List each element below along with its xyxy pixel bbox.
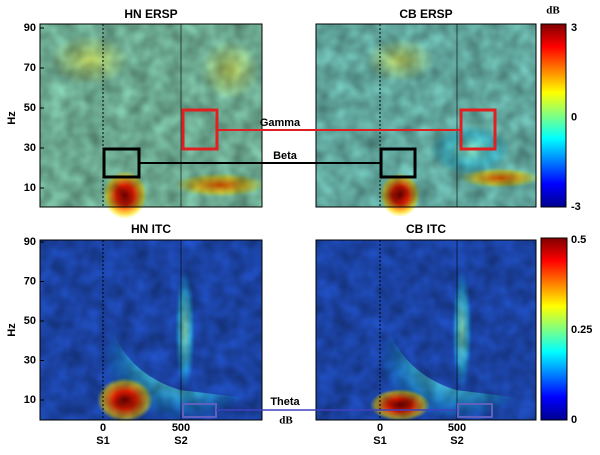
colorbar-tick-label: 0 — [571, 414, 577, 426]
colorbar — [540, 237, 568, 421]
panel-title: HN ERSP — [124, 7, 177, 21]
y-tick-label: 10 — [24, 394, 36, 406]
y-tick-label: 90 — [24, 22, 36, 34]
colorbar-unit: dB — [546, 5, 560, 17]
generated: 907050301090705030100S1500S20S1500S230-3… — [24, 22, 593, 447]
roi-boxes — [102, 108, 497, 418]
annotation: dB — [279, 415, 293, 427]
y-tick-label: 50 — [24, 315, 36, 327]
y-tick-label: 50 — [24, 102, 36, 114]
ersp-left — [40, 24, 265, 219]
panel-frames — [39, 23, 537, 421]
y-axis-label: Hz — [6, 111, 18, 125]
annotation: Theta — [270, 396, 300, 408]
event-label: S1 — [96, 435, 109, 447]
panel-title: HN ITC — [131, 222, 171, 236]
colorbar-tick-label: 0 — [571, 111, 577, 123]
y-tick-label: 70 — [24, 275, 36, 287]
itc-right — [316, 240, 536, 421]
y-tick-label: 30 — [24, 142, 36, 154]
x-tick-label: 500 — [172, 422, 190, 434]
colorbar-tick-label: 3 — [571, 22, 577, 34]
y-tick-label: 30 — [24, 354, 36, 366]
x-tick-label: 0 — [100, 422, 106, 434]
event-label: S2 — [174, 435, 187, 447]
colorbar — [540, 23, 567, 208]
annotation: Beta — [273, 150, 298, 162]
colorbar-tick-label: 0.25 — [571, 324, 592, 336]
annotation: Gamma — [260, 117, 301, 129]
y-tick-label: 70 — [24, 62, 36, 74]
event-label: S1 — [373, 435, 386, 447]
x-tick-label: 0 — [377, 422, 383, 434]
panel-title: CB ITC — [406, 222, 446, 236]
itc-left — [40, 240, 262, 422]
y-axis-label: Hz — [6, 323, 18, 337]
colorbar-tick-label: -3 — [571, 201, 581, 213]
colorbar-tick-label: 0.5 — [571, 234, 586, 246]
y-tick-label: 90 — [24, 236, 36, 248]
x-tick-label: 500 — [448, 422, 466, 434]
event-label: S2 — [450, 435, 463, 447]
ersp-right — [316, 24, 540, 217]
y-tick-label: 10 — [24, 182, 36, 194]
panel-title: CB ERSP — [399, 7, 452, 21]
